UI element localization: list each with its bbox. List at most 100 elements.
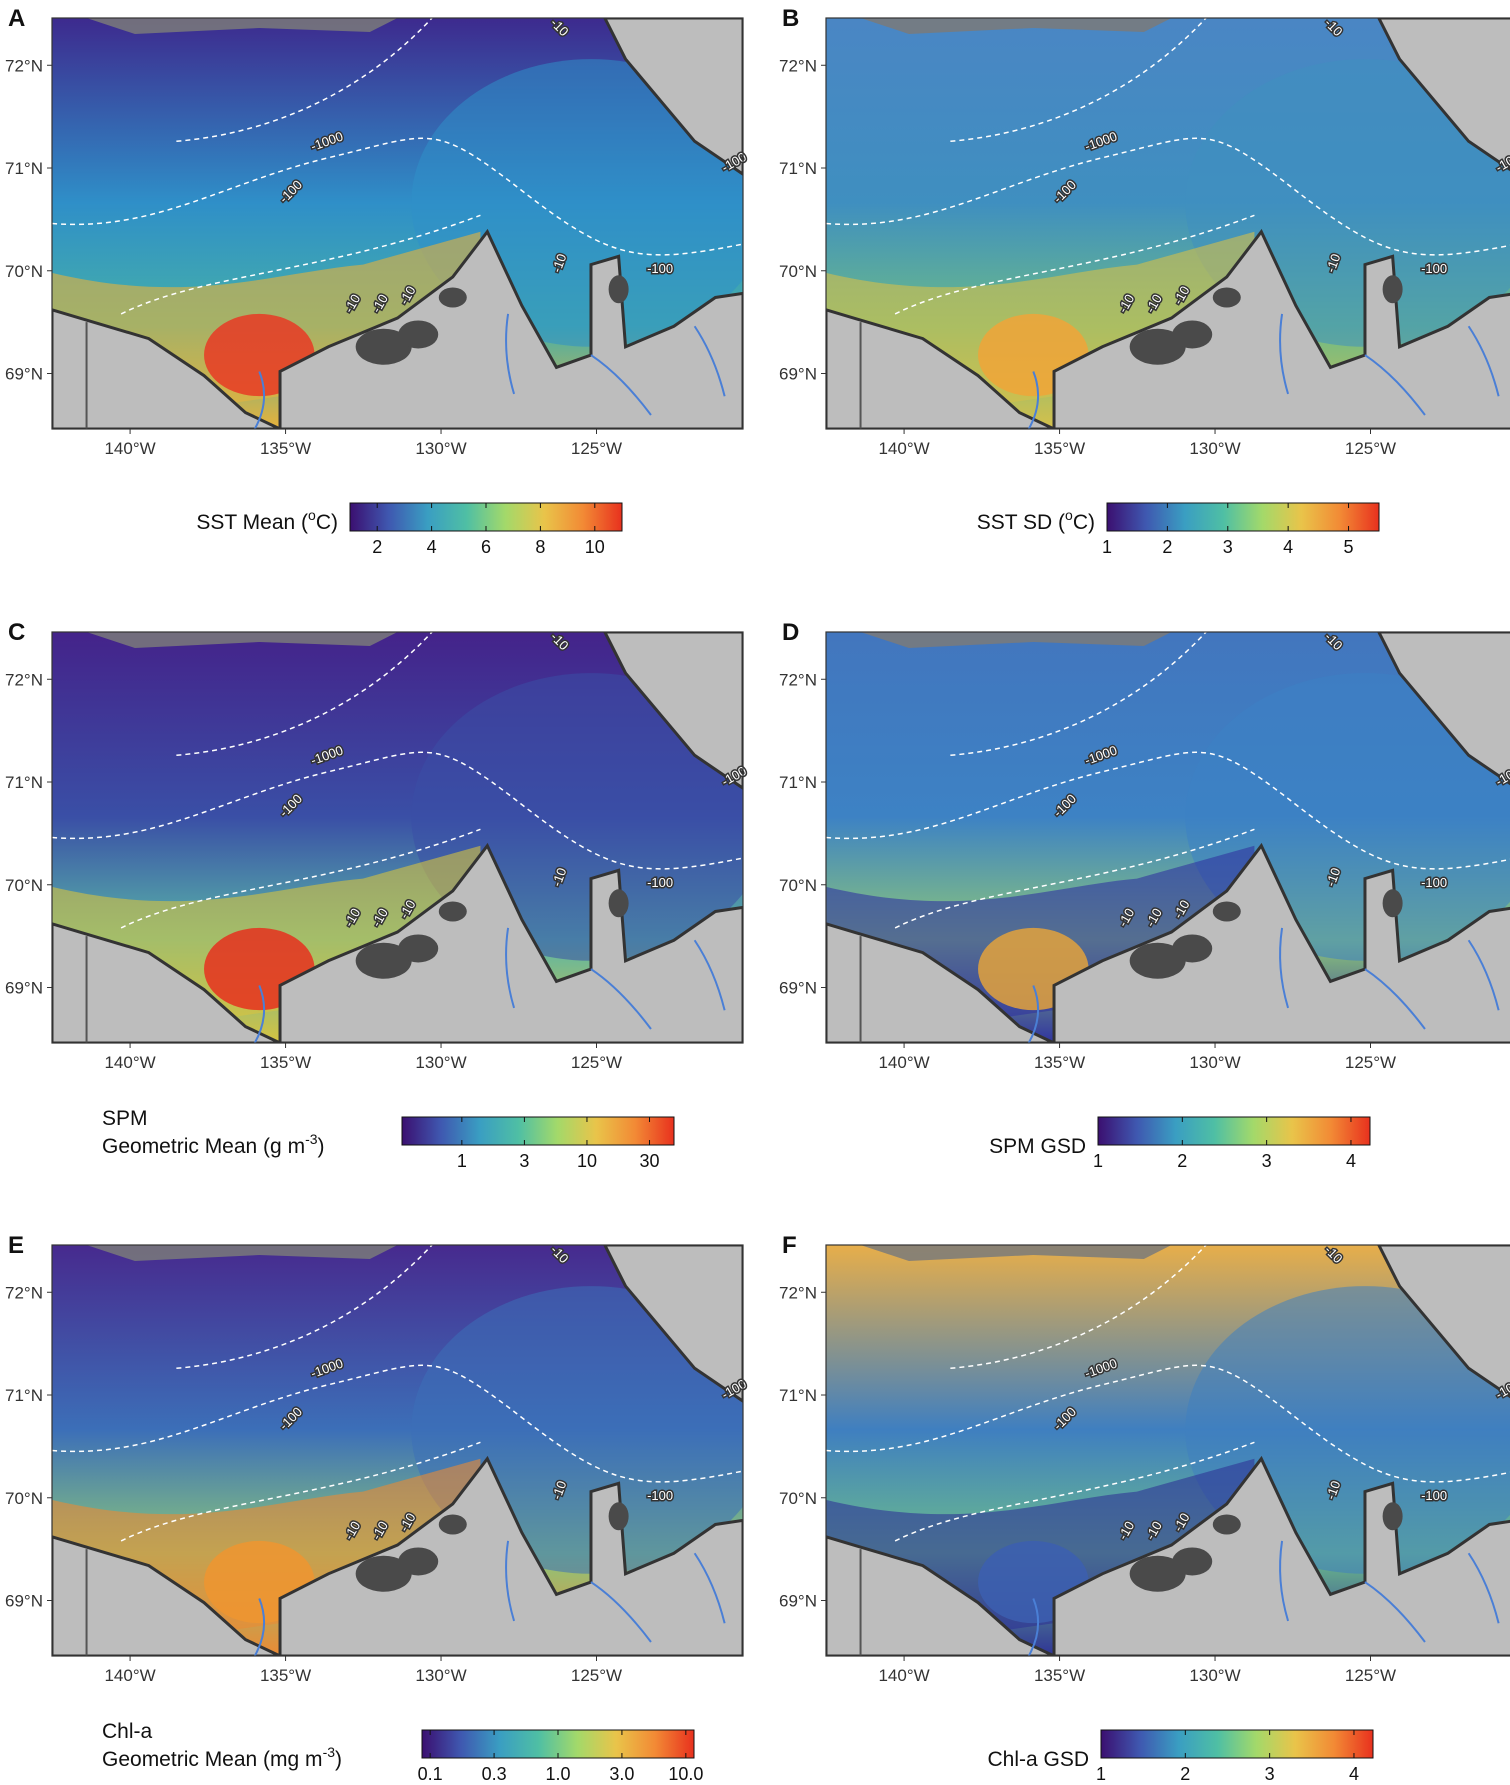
colorbar-tick-label: 30: [640, 1151, 660, 1171]
island: [438, 287, 467, 308]
river: [693, 939, 726, 1011]
x-tick-label: 140°W: [878, 1053, 929, 1072]
colorbar-tick-label: 0.3: [482, 1764, 507, 1784]
island: [1212, 901, 1241, 922]
colorbar-tick-label: 1: [1102, 537, 1112, 557]
river: [1467, 1552, 1500, 1624]
panel-letter: B: [782, 5, 799, 32]
colorbar-legend: 1 2 3 4 5 SST SD (oC): [977, 502, 1380, 557]
panel-letter: C: [8, 619, 25, 646]
x-tick-label: 125°W: [1345, 439, 1396, 458]
island: [355, 328, 412, 365]
y-tick-label: 70°N: [779, 876, 817, 895]
banks-island: [603, 632, 743, 790]
colorbar-tick-label: 3: [1265, 1764, 1275, 1784]
colorbar-tick-label: 10: [577, 1151, 597, 1171]
contour-1000: [950, 18, 1207, 143]
river: [590, 354, 652, 416]
x-tick-label: 140°W: [878, 1666, 929, 1685]
island: [1382, 275, 1403, 304]
x-tick-label: 135°W: [260, 1666, 311, 1685]
river: [253, 985, 266, 1043]
panel-letter: D: [782, 619, 799, 646]
x-tick-label: 125°W: [1345, 1053, 1396, 1072]
contour-100: [826, 1364, 1510, 1483]
colorbar-tick-label: 4: [1346, 1151, 1356, 1171]
river: [1279, 927, 1290, 1009]
contour-1000: [950, 632, 1207, 757]
x-tick-label: 125°W: [571, 1666, 622, 1685]
contour-10: [120, 1441, 481, 1542]
colorbar-tick-label: 2: [1180, 1764, 1190, 1784]
y-tick-label: 71°N: [5, 159, 43, 178]
contour-100: [826, 137, 1510, 256]
x-tick-label: 135°W: [1034, 1053, 1085, 1072]
contour-label: -100: [1421, 261, 1447, 276]
island: [398, 934, 439, 963]
contour-10: [894, 214, 1255, 315]
river: [590, 968, 652, 1030]
colorbar-tick-label: 5: [1344, 537, 1354, 557]
x-tick-label: 135°W: [260, 1053, 311, 1072]
contour-1000: [176, 1245, 433, 1370]
colorbar: [1097, 1116, 1371, 1146]
x-tick-label: 130°W: [415, 439, 466, 458]
map-frame: [51, 631, 744, 1044]
colorbar-tick-label: 2: [1162, 537, 1172, 557]
colorbar-tick-label: 0.1: [418, 1764, 443, 1784]
y-tick-label: 69°N: [779, 1592, 817, 1611]
panel-letter: A: [8, 5, 25, 32]
x-tick-label: 135°W: [260, 439, 311, 458]
map-frame: [825, 631, 1510, 1044]
x-tick-label: 140°W: [104, 439, 155, 458]
y-tick-label: 69°N: [5, 979, 43, 998]
map-area: [826, 632, 1510, 1043]
banks-island: [1377, 1245, 1510, 1399]
banks-island: [603, 1245, 743, 1403]
colorbar-legend: 1 2 3 4 SPM GSD: [989, 1116, 1371, 1171]
colorbar: [401, 1116, 675, 1146]
colorbar-tick-label: 1.0: [545, 1764, 570, 1784]
island: [1129, 942, 1186, 979]
mainland: [52, 1455, 743, 1656]
contour-10: [894, 1441, 1255, 1542]
map-area: [52, 632, 743, 1043]
colorbar-tick-label: 10.0: [668, 1764, 703, 1784]
y-tick-label: 70°N: [779, 1489, 817, 1508]
banks-island: [603, 18, 743, 176]
x-tick-label: 140°W: [104, 1053, 155, 1072]
panel-letter: E: [8, 1232, 24, 1259]
island: [355, 1555, 412, 1592]
river: [505, 927, 516, 1009]
legend-title-line-2: Geometric Mean (g m-3): [102, 1131, 325, 1158]
colorbar-tick-label: 3: [519, 1151, 529, 1171]
y-tick-label: 71°N: [779, 1386, 817, 1405]
contour-label: -100: [1421, 1488, 1447, 1503]
colorbar-tick-label: 4: [1349, 1764, 1359, 1784]
colorbar-legend: 1 2 3 4 Chl-a GSD: [987, 1729, 1374, 1784]
river: [1027, 371, 1040, 429]
x-tick-label: 125°W: [571, 439, 622, 458]
x-tick-label: 125°W: [571, 1053, 622, 1072]
contour-100: [52, 751, 743, 870]
river: [253, 1598, 266, 1656]
y-tick-label: 71°N: [779, 773, 817, 792]
river: [1467, 325, 1500, 397]
colorbar-tick-label: 4: [427, 537, 437, 557]
y-tick-label: 72°N: [5, 670, 43, 689]
map-area: [52, 1245, 743, 1656]
y-tick-label: 69°N: [5, 365, 43, 384]
map-frame: [825, 17, 1510, 430]
island: [1172, 320, 1213, 349]
legend-title: SST SD (oC): [977, 507, 1095, 534]
no-data-area: [86, 18, 398, 34]
river: [1027, 985, 1040, 1043]
y-tick-label: 69°N: [5, 1592, 43, 1611]
river: [1364, 1581, 1426, 1643]
river: [693, 325, 726, 397]
colorbar-tick-label: 3: [1262, 1151, 1272, 1171]
